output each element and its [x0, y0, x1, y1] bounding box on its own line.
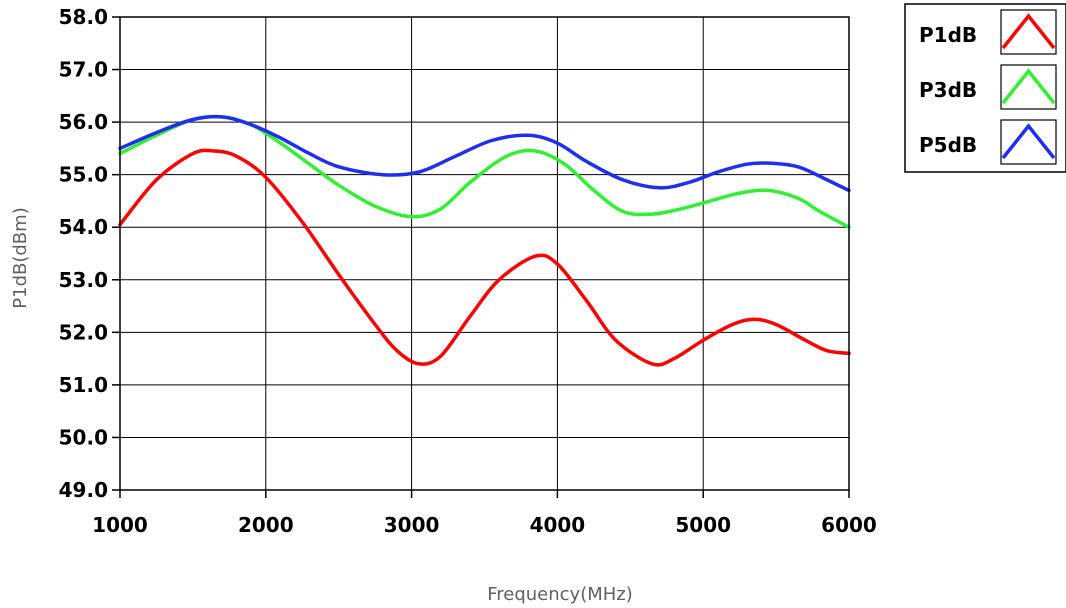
legend-swatch-box [1000, 9, 1057, 55]
y-axis-label: P1dB(dBm) [10, 207, 31, 308]
x-tick-label: 1000 [92, 513, 148, 537]
axes [112, 16, 850, 498]
plot-area [120, 17, 849, 490]
y-tick-label: 52.0 [59, 320, 108, 344]
x-axis-label: Frequency(MHz) [487, 584, 633, 605]
x-tick-label: 6000 [821, 513, 877, 537]
plot-frame [119, 16, 850, 491]
plot-background [120, 17, 849, 490]
x-tick-label: 5000 [675, 513, 731, 537]
legend-swatch-p5db [1001, 123, 1056, 160]
y-tick-label: 50.0 [59, 425, 108, 449]
series-line-p5db [118, 114, 851, 193]
legend-label: P3dB [919, 78, 977, 102]
legend-swatch-p3db [1001, 68, 1056, 105]
y-tick-label: 57.0 [59, 58, 108, 82]
y-tick-label: 56.0 [59, 110, 108, 134]
y-tick-label: 49.0 [59, 478, 108, 502]
y-tick-label: 53.0 [59, 268, 108, 292]
y-tick-label: 51.0 [59, 373, 108, 397]
y-tick-label: 58.0 [59, 5, 108, 29]
legend: P1dB P3dB P5dB [904, 3, 1066, 173]
legend-label: P5dB [919, 133, 977, 157]
legend-swatch-p1db [1001, 13, 1056, 50]
series-lines [118, 114, 851, 367]
series-line-p1db [118, 148, 851, 367]
y-tick-label: 55.0 [59, 163, 108, 187]
tick-labels: 49.0 50.0 51.0 52.0 53.0 54.0 55.0 56.0 57.0 58.0… [59, 5, 877, 537]
x-tick-label: 2000 [238, 513, 294, 537]
legend-label: P1dB [919, 23, 977, 47]
x-tick-label: 3000 [384, 513, 440, 537]
y-tick-label: 54.0 [59, 215, 108, 239]
x-tick-label: 4000 [530, 513, 586, 537]
